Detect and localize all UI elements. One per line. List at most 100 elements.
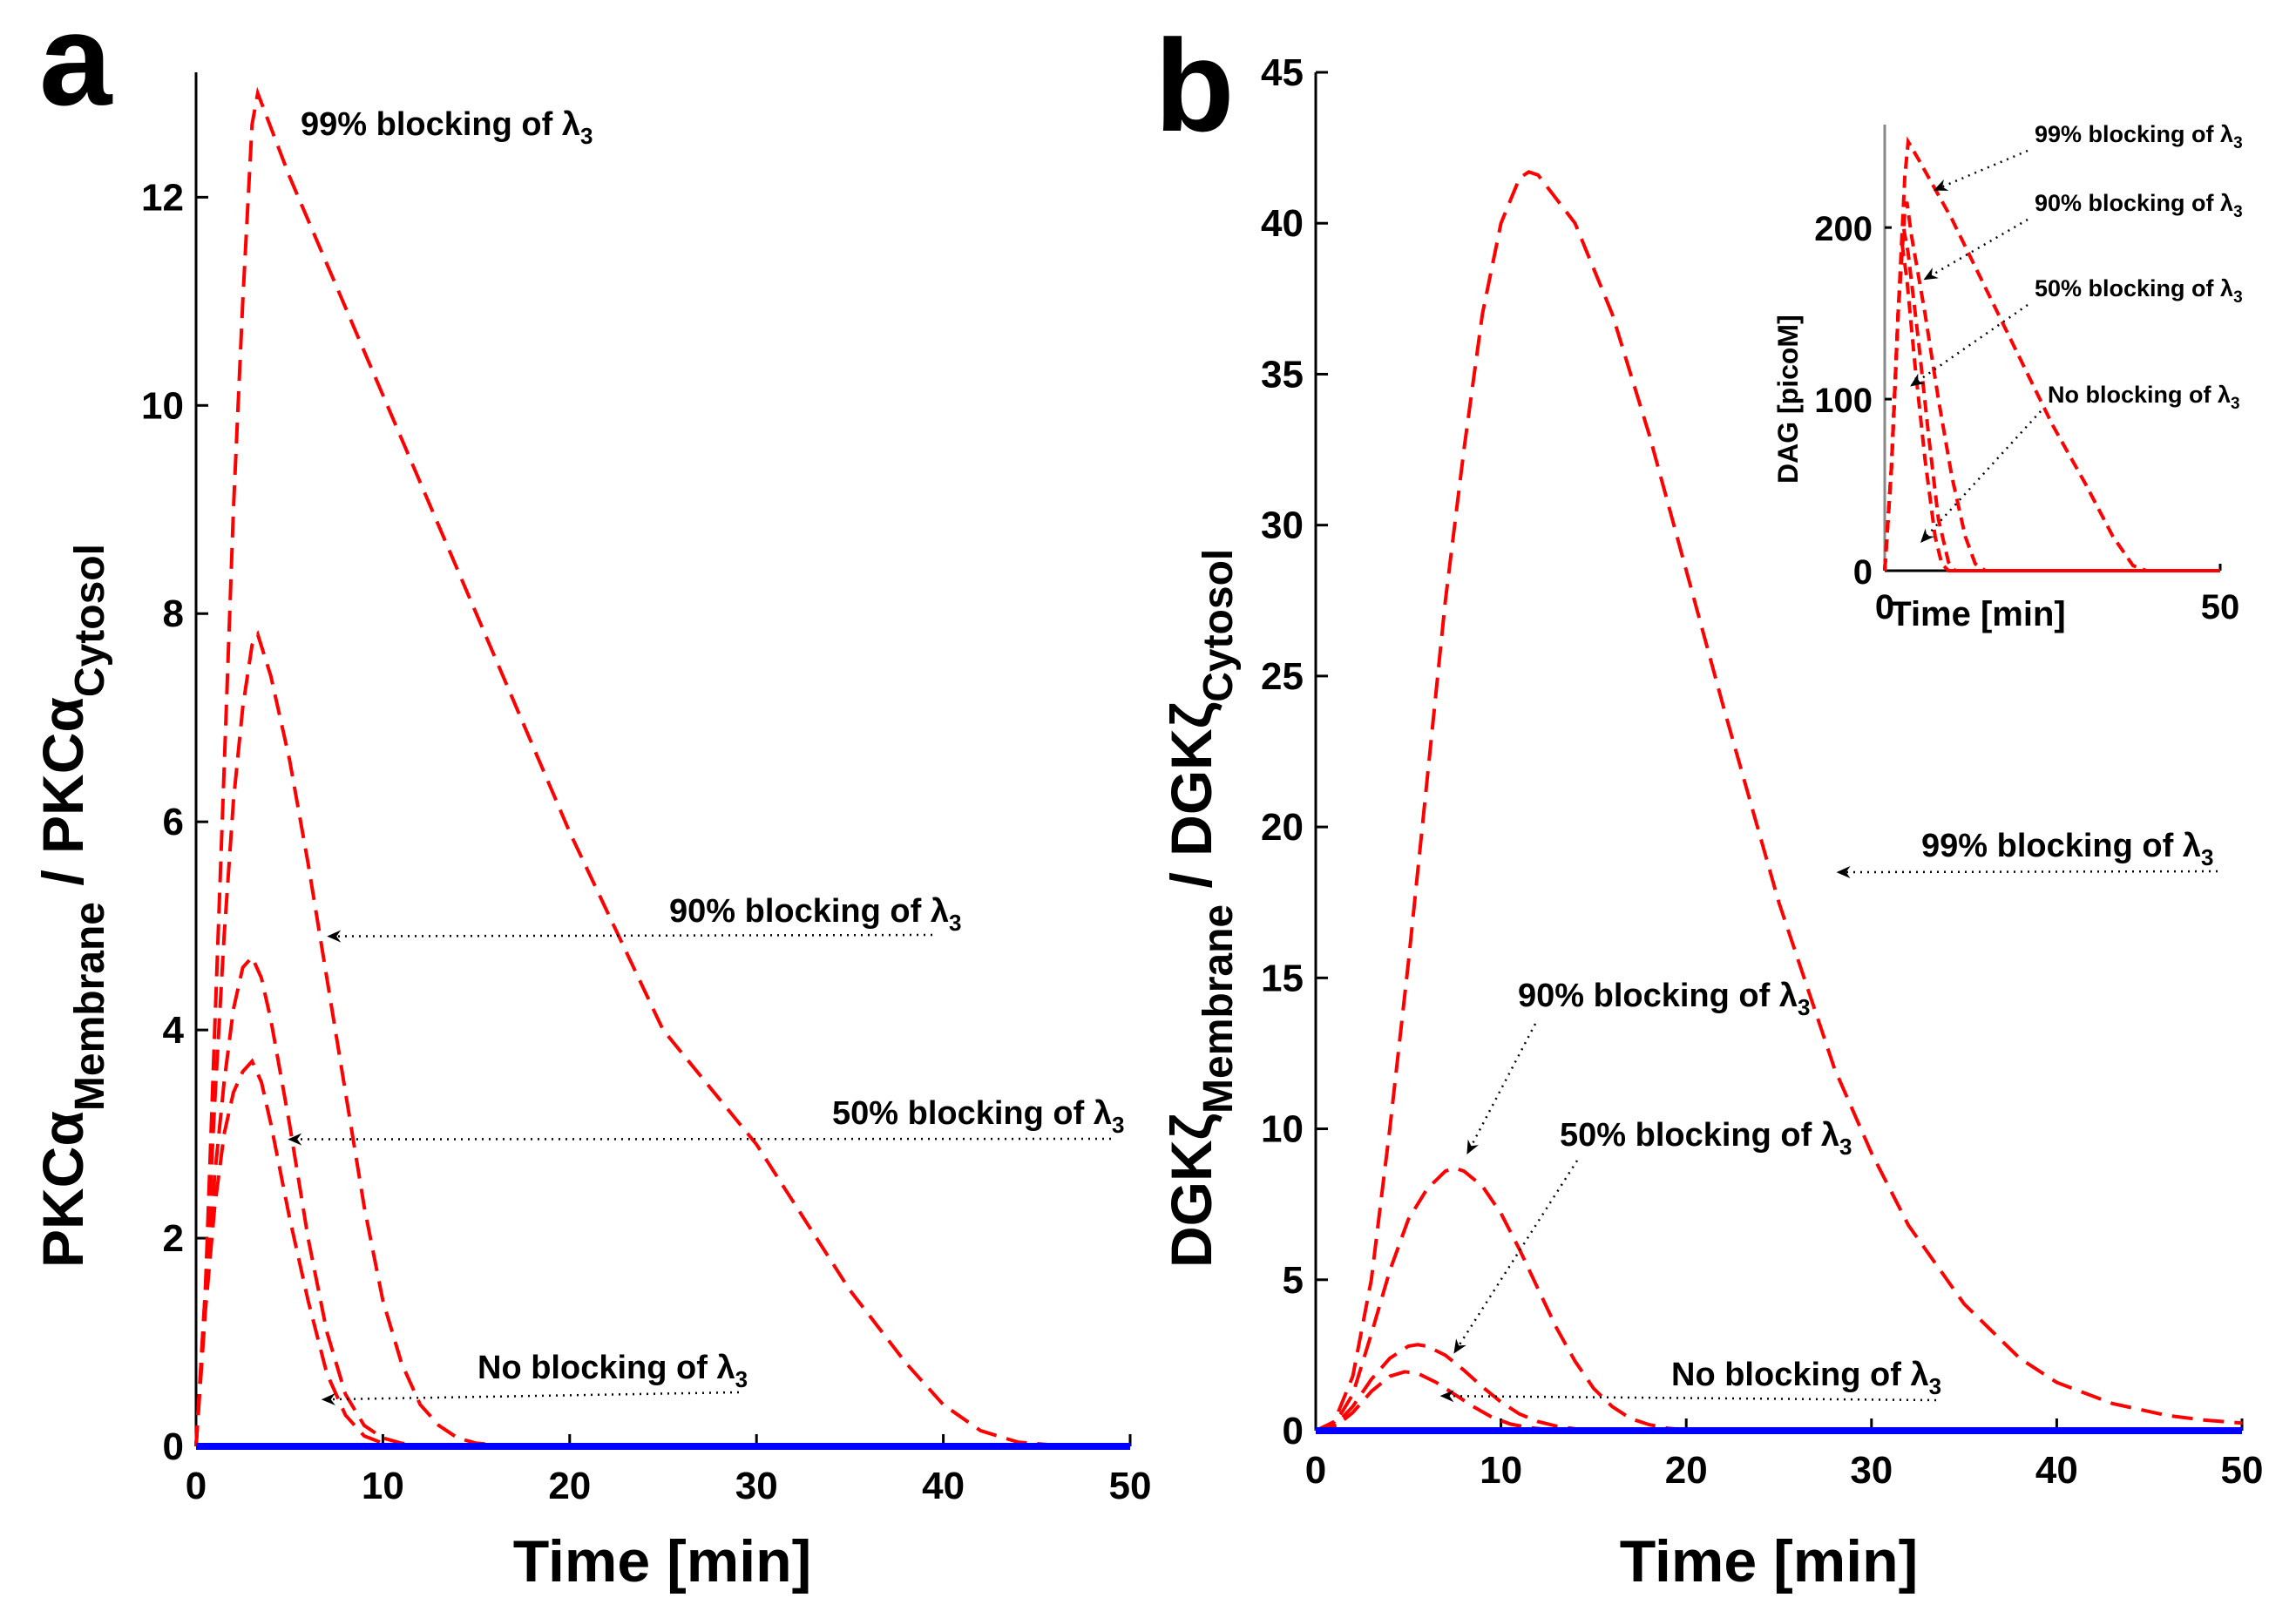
panel-a-annotation-text: No blocking of — [477, 1350, 716, 1386]
panel-b-annotation-text: 50% blocking of — [1560, 1117, 1821, 1154]
panel-a-ytick-label: 6 — [163, 801, 184, 843]
panel-b-inset-annotation-symbol: λ — [2220, 275, 2233, 301]
panel-b-inset-annotation-label: No blocking of λ3 — [2048, 382, 2240, 413]
panel-b-xtick-label: 0 — [1305, 1449, 1326, 1492]
panel-b-annotation-text: 99% blocking of — [1921, 828, 2183, 864]
panel-a-annotation-symbol: λ — [562, 106, 580, 143]
panel-b-inset-annotation-subscript: 3 — [2233, 203, 2243, 221]
panel-a-annotation-label: 99% blocking of λ3 — [301, 106, 593, 149]
panel-a-annotation-arrow — [321, 1391, 740, 1405]
panel-b-inset-annotation-label: 50% blocking of λ3 — [2035, 275, 2243, 307]
panel-b-inset-annotation-subscript: 3 — [2233, 288, 2243, 307]
panel-a-ylabel-sub: Membrane — [67, 902, 113, 1111]
panel-a-annotation-text: 50% blocking of — [832, 1095, 1094, 1132]
panel-a: a 0 10 20 30 40 50 0 2 4 6 8 10 12 Time [min] PKCαMemb… — [30, 0, 1151, 1594]
panel-a-annotation-subscript: 3 — [1112, 1112, 1124, 1138]
panel-a-annotation-text: 90% blocking of — [669, 893, 931, 930]
panel-a-annotation-text: 99% blocking of — [301, 106, 562, 143]
panel-b-inset-annotation-subscript: 3 — [2233, 134, 2243, 152]
panel-b-inset-annotation-text: No blocking of — [2048, 382, 2218, 408]
panel-b-inset-annotation-subscript: 3 — [2231, 395, 2240, 413]
panel-a-ytick-label: 10 — [141, 384, 184, 427]
panel-b-inset-annotation-label: 90% blocking of λ3 — [2035, 190, 2243, 221]
panel-a-annotation-symbol: λ — [1094, 1095, 1112, 1132]
panel-b-annotation-subscript: 3 — [1929, 1373, 1941, 1399]
panel-b-inset-ytick-label: 0 — [1853, 553, 1873, 592]
panel-b-ylabel-sub: Membrane — [1195, 904, 1242, 1114]
panel-b-xtick-label: 50 — [2221, 1449, 2264, 1492]
panel-b-inset-annotation-label: 99% blocking of λ3 — [2035, 121, 2243, 152]
panel-a-annotation-symbol: λ — [716, 1350, 735, 1386]
panel-b-inset-annotation-arrow — [1910, 303, 2028, 387]
panel-a-xtick-label: 10 — [362, 1465, 404, 1507]
panel-b-inset-series-0 — [1883, 136, 2220, 572]
panel-b-inset-annotation-text: 50% blocking of — [2035, 275, 2220, 301]
panel-b-annotation-arrow — [1836, 866, 2218, 879]
panel-b-ytick-label: 20 — [1261, 806, 1304, 849]
panel-a-annotation-subscript: 3 — [735, 1366, 748, 1392]
panel-b-xtick-label: 20 — [1665, 1449, 1708, 1492]
panel-a-annotation-arrow — [288, 1133, 1112, 1146]
panel-b-inset-annotation-symbol: λ — [2218, 382, 2231, 408]
panel-a-xtick-label: 30 — [735, 1465, 778, 1507]
panel-a-ytick-label: 0 — [163, 1425, 184, 1468]
panel-a-xtick-label: 0 — [186, 1465, 207, 1507]
panel-b-ytick-label: 15 — [1261, 957, 1304, 999]
panel-a-ylabel-part: / PKCα — [30, 697, 95, 902]
panel-b-annotation-arrow — [1466, 1023, 1537, 1155]
panel-b-annotation-subscript: 3 — [2201, 844, 2213, 870]
panel-b-inset-ytick-label: 200 — [1814, 210, 1873, 248]
panel-b-ylabel-sub: Cytosol — [1195, 549, 1242, 702]
panel-a-annotation-label: 90% blocking of λ3 — [669, 893, 961, 936]
panel-a-letter: a — [39, 0, 113, 132]
panel-a-annotation-symbol: λ — [931, 893, 949, 930]
panel-b-annotation-subscript: 3 — [1798, 994, 1810, 1020]
panel-b-ylabel-part: DGKζ — [1159, 1114, 1223, 1268]
panel-a-annotation-subscript: 3 — [580, 123, 593, 149]
panel-b-annotation-text: 90% blocking of — [1518, 978, 1779, 1014]
panel-b-ytick-label: 35 — [1261, 353, 1304, 396]
panel-a-ytick-label: 4 — [163, 1009, 185, 1052]
panel-b-annotation-subscript: 3 — [1839, 1134, 1852, 1160]
panel-b-inset-annotation-text: 90% blocking of — [2035, 190, 2220, 216]
panel-a-ylabel-sub: Cytosol — [67, 544, 113, 697]
panel-a-ytick-label: 2 — [163, 1217, 184, 1260]
panel-b-series-0 — [1315, 170, 2243, 1432]
panel-b-annotation-symbol: λ — [2183, 828, 2201, 864]
panel-a-y-axis-label: PKCαMembrane / PKCαCytosol — [30, 544, 113, 1268]
panel-a-annotation-label: No blocking of λ3 — [477, 1350, 748, 1392]
panel-b-annotation-arrow — [1439, 1390, 1937, 1403]
panel-b-inset-annotation-arrow — [1920, 410, 2042, 543]
panel-b-xtick-label: 30 — [1850, 1449, 1893, 1492]
panel-b-inset-y-axis-label: DAG [picoM] — [1772, 315, 1804, 484]
panel-b-inset-annotation-symbol: λ — [2220, 121, 2233, 147]
panel-b-annotation-label: No blocking of λ3 — [1671, 1357, 1941, 1399]
panel-a-series-2 — [194, 953, 1130, 1448]
panel-b-ylabel-part: / DGKζ — [1159, 702, 1223, 904]
panel-b-ytick-label: 30 — [1261, 504, 1304, 547]
panel-b-xtick-label: 10 — [1480, 1449, 1522, 1492]
panel-b-inset-annotation-arrow — [1933, 149, 2028, 191]
panel-b-annotation-symbol: λ — [1910, 1357, 1928, 1393]
panel-a-xtick-label: 50 — [1109, 1465, 1152, 1507]
panel-b-ytick-label: 45 — [1261, 51, 1304, 94]
panel-b-letter: b — [1155, 12, 1235, 159]
panel-b-ytick-label: 10 — [1261, 1108, 1304, 1151]
panel-b-annotation-label: 90% blocking of λ3 — [1518, 978, 1810, 1020]
panel-a-annotation-subscript: 3 — [949, 910, 961, 936]
panel-a-annotation-label: 50% blocking of λ3 — [832, 1095, 1124, 1138]
panel-b-inset-x-axis-label: Time [min] — [1890, 595, 2066, 633]
panel-b-annotation-label: 99% blocking of λ3 — [1921, 828, 2213, 870]
panel-a-series-1 — [194, 629, 1130, 1448]
panel-b-inset: 0 50 0 100 200 Time [min] DAG [picoM] 99% block… — [1772, 121, 2243, 633]
panel-b-annotation-text: No blocking of — [1671, 1357, 1910, 1393]
panel-b-ytick-label: 40 — [1261, 202, 1304, 245]
panel-b-inset-series-3 — [1883, 244, 2220, 572]
panel-b-annotation-symbol: λ — [1821, 1117, 1839, 1154]
panel-b-inset-annotation-text: 99% blocking of — [2035, 121, 2220, 147]
panel-a-series-3 — [194, 1058, 1130, 1448]
panel-b-inset-xtick-label: 50 — [2201, 588, 2240, 626]
panel-b-ytick-label: 0 — [1283, 1410, 1304, 1452]
